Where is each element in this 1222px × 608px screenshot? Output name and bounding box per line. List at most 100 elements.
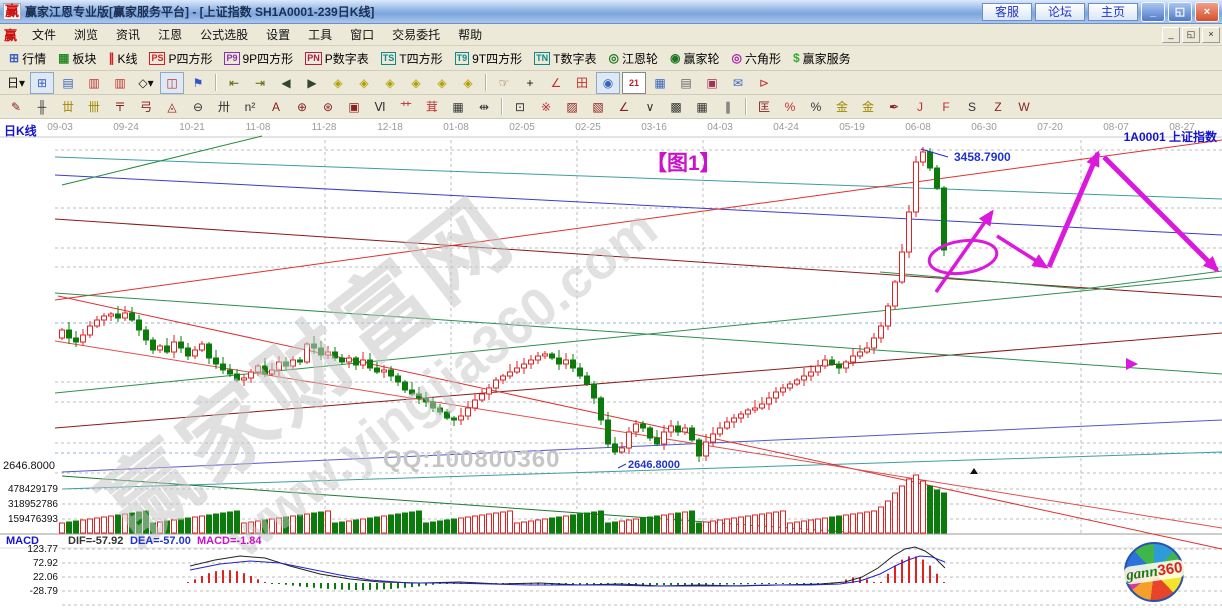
reverse-angle-tool[interactable]: Z bbox=[994, 99, 1002, 114]
percent-line-tool[interactable]: % bbox=[810, 99, 822, 114]
grid-tile-tool[interactable]: 田 bbox=[575, 76, 588, 90]
customer-service-button[interactable]: 客服 bbox=[981, 3, 1032, 21]
angle-ray-tool[interactable]: ∠ bbox=[618, 99, 630, 114]
info-panel-icon[interactable]: ▤ bbox=[62, 75, 74, 90]
tool-t-table[interactable]: TN T数字表 bbox=[528, 48, 602, 69]
notepad-icon[interactable]: ▤ bbox=[680, 75, 692, 90]
parallel-lines-tool[interactable]: ∥ bbox=[725, 99, 731, 114]
kline-style-icon[interactable]: ◫ bbox=[160, 71, 184, 94]
square-of-nine-tool[interactable]: n² bbox=[244, 99, 256, 114]
mdi-close-button[interactable]: × bbox=[1202, 26, 1220, 43]
price-cycle-tool[interactable]: 茸 bbox=[425, 100, 438, 114]
angle-measure-tool[interactable]: ∠ bbox=[550, 75, 562, 90]
forum-button[interactable]: 论坛 bbox=[1034, 3, 1085, 21]
last-bar-button[interactable]: ⇥ bbox=[254, 75, 266, 90]
menu-浏览[interactable]: 浏览 bbox=[74, 28, 99, 42]
shaded-box-tool[interactable]: ▨ bbox=[566, 99, 578, 114]
diamond-tool-3[interactable]: ◈ bbox=[385, 75, 395, 90]
arc-tool[interactable]: 弓 bbox=[139, 100, 152, 114]
menu-帮助[interactable]: 帮助 bbox=[458, 28, 483, 42]
menu-工具[interactable]: 工具 bbox=[308, 28, 333, 42]
kline-chart[interactable] bbox=[0, 119, 1222, 608]
wave-a-tool[interactable]: A bbox=[271, 99, 280, 114]
circle-overlay-tool[interactable]: ◉ bbox=[596, 71, 620, 94]
zigzag-tool[interactable]: Ⅵ bbox=[374, 99, 386, 114]
shape-dropdown[interactable]: ◇▾ bbox=[138, 75, 154, 90]
matrix-grid-tool[interactable]: ▦ bbox=[452, 99, 464, 114]
golden-circle-tool[interactable]: 金 bbox=[835, 100, 848, 114]
hatch-box-tool[interactable]: ▧ bbox=[592, 99, 604, 114]
menu-江恩[interactable]: 江恩 bbox=[158, 28, 183, 42]
save-icon[interactable]: ▣ bbox=[706, 75, 718, 90]
menu-设置[interactable]: 设置 bbox=[266, 28, 291, 42]
winner-service[interactable]: $ 赢家服务 bbox=[787, 48, 857, 69]
solid-grid-tool[interactable]: ▦ bbox=[696, 99, 708, 114]
star-circle-tool[interactable]: ⊛ bbox=[322, 99, 334, 114]
w-angle-tool[interactable]: W bbox=[1018, 99, 1030, 114]
box-plus-tool[interactable]: ⊡ bbox=[514, 99, 526, 114]
calendar-icon[interactable]: 21 bbox=[622, 71, 646, 94]
golden-box-grid-tool[interactable]: 卌 bbox=[87, 100, 100, 114]
f-angle-tool[interactable]: F bbox=[942, 99, 950, 114]
percent-tool[interactable]: % bbox=[784, 99, 796, 114]
trend-chart-icon[interactable]: ▥ bbox=[114, 75, 126, 90]
hand-drag-tool[interactable]: ☞ bbox=[498, 75, 510, 90]
tab-quotes[interactable]: ⊞ 行情 bbox=[3, 48, 52, 69]
period-day-dropdown[interactable]: 日▾ bbox=[6, 76, 26, 90]
flag-mark-icon[interactable]: ⚑ bbox=[192, 75, 204, 90]
tab-sectors[interactable]: ▦ 板块 bbox=[52, 48, 102, 69]
golden-grid-tool[interactable]: 丗 bbox=[61, 100, 74, 114]
check-wave-tool[interactable]: ∨ bbox=[645, 99, 655, 114]
triangle-tool[interactable]: ◬ bbox=[167, 99, 177, 114]
mail-icon[interactable]: ✉ bbox=[732, 75, 744, 90]
mdi-minimize-button[interactable]: _ bbox=[1162, 26, 1180, 43]
restore-button[interactable]: ◱ bbox=[1168, 1, 1192, 22]
pen-tool[interactable]: ✎ bbox=[10, 99, 22, 114]
diamond-tool-4[interactable]: ◈ bbox=[411, 75, 421, 90]
tool-hexagon[interactable]: ◎ 六角形 bbox=[725, 48, 787, 69]
target-circle-tool[interactable]: ⊕ bbox=[296, 99, 308, 114]
menu-交易委托[interactable]: 交易委托 bbox=[392, 28, 441, 42]
minimize-button[interactable]: _ bbox=[1141, 1, 1165, 22]
menu-窗口[interactable]: 窗口 bbox=[350, 28, 375, 42]
tool-t-square[interactable]: TS T四方形 bbox=[375, 48, 449, 69]
time-cycle-tool[interactable]: 艹 bbox=[399, 100, 412, 114]
width-measure-tool[interactable]: ⇹ bbox=[478, 99, 490, 114]
circle-cross-tool[interactable]: ⊖ bbox=[192, 99, 204, 114]
e-box-tool[interactable]: 匡 bbox=[757, 100, 770, 114]
close-button[interactable]: × bbox=[1195, 1, 1219, 22]
mdi-restore-button[interactable]: ◱ bbox=[1182, 26, 1200, 43]
menu-公式选股[interactable]: 公式选股 bbox=[200, 28, 249, 42]
brush-tool[interactable]: ✒ bbox=[888, 99, 900, 114]
tool-p-table[interactable]: PN P数字表 bbox=[299, 48, 375, 69]
menu-文件[interactable]: 文件 bbox=[32, 28, 57, 42]
first-bar-button[interactable]: ⇤ bbox=[228, 75, 240, 90]
box-target-tool[interactable]: ▣ bbox=[348, 99, 360, 114]
prev-bar-button[interactable]: ◀ bbox=[281, 75, 291, 90]
golden-line-tool[interactable]: 金 bbox=[861, 100, 874, 114]
diamond-tool-1[interactable]: ◈ bbox=[333, 75, 343, 90]
tool-9t-square[interactable]: T9 9T四方形 bbox=[449, 48, 529, 69]
volume-chart-icon[interactable]: ▥ bbox=[88, 75, 100, 90]
menu-资讯[interactable]: 资讯 bbox=[116, 28, 141, 42]
tool-p-square[interactable]: PS P四方形 bbox=[143, 48, 218, 69]
next-bar-button[interactable]: ▶ bbox=[307, 75, 317, 90]
tab-kline[interactable]: ∥ K线 bbox=[102, 48, 143, 69]
hash-grid-tool[interactable]: 卅 bbox=[217, 100, 230, 114]
publish-icon[interactable]: ⊳ bbox=[758, 75, 770, 90]
diamond-tool-2[interactable]: ◈ bbox=[359, 75, 369, 90]
dense-grid-tool[interactable]: ▩ bbox=[670, 99, 682, 114]
channel-grid-tool[interactable]: ╫ bbox=[37, 99, 47, 114]
window-layout-icon[interactable]: ⊞ bbox=[30, 71, 54, 94]
tool-9p-square[interactable]: P9 9P四方形 bbox=[218, 48, 299, 69]
homepage-button[interactable]: 主页 bbox=[1087, 3, 1138, 21]
diamond-tool-6[interactable]: ◈ bbox=[463, 75, 473, 90]
tool-winner-wheel[interactable]: ◉ 赢家轮 bbox=[664, 48, 726, 69]
j-angle-tool[interactable]: J bbox=[917, 99, 923, 114]
calculator-icon[interactable]: ▦ bbox=[654, 75, 666, 90]
ray-fan-tool[interactable]: ※ bbox=[540, 99, 552, 114]
diamond-tool-5[interactable]: ◈ bbox=[437, 75, 447, 90]
crosshair-tool[interactable]: + bbox=[526, 75, 534, 90]
tool-gann-wheel[interactable]: ◎ 江恩轮 bbox=[602, 48, 664, 69]
t-square-tool[interactable]: 〒 bbox=[113, 100, 126, 114]
